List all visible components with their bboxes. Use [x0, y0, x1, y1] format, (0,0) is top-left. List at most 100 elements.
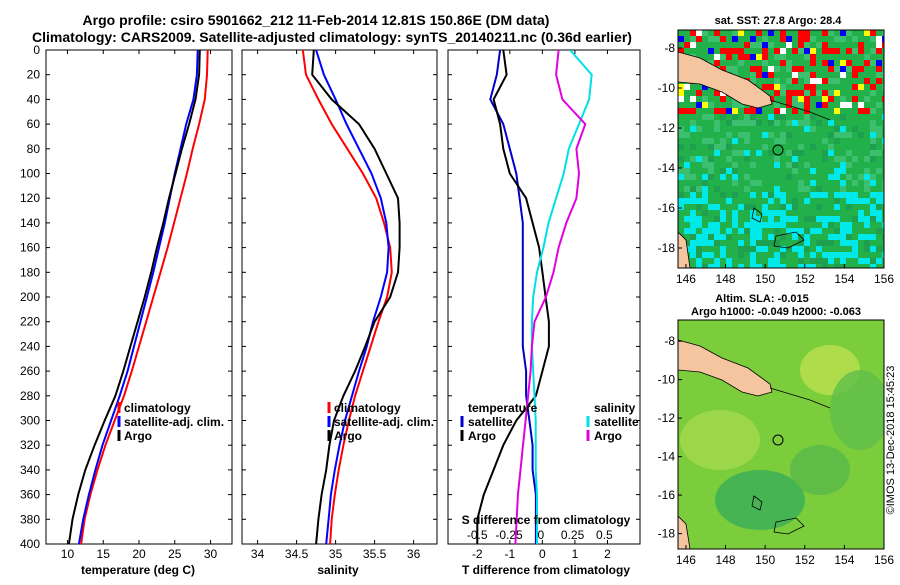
- sst-pixel: [708, 144, 714, 150]
- sst-pixel: [780, 30, 786, 36]
- sst-pixel: [840, 66, 846, 72]
- sst-pixel: [864, 216, 870, 222]
- sst-pixel: [822, 192, 828, 198]
- sst-pixel: [810, 60, 816, 66]
- sst-pixel: [708, 168, 714, 174]
- sst-pixel: [840, 258, 846, 264]
- sst-pixel: [822, 138, 828, 144]
- sst-pixel: [726, 258, 732, 264]
- depth-tick-label: 340: [20, 463, 40, 477]
- sst-pixel: [732, 108, 738, 114]
- temperature-panel-frame: [45, 49, 233, 545]
- sst-pixel: [690, 252, 696, 258]
- sst-pixel: [726, 132, 732, 138]
- depth-tick-label: 400: [20, 537, 40, 551]
- sst-pixel: [714, 228, 720, 234]
- sst-pixel: [774, 138, 780, 144]
- sst-pixel: [708, 204, 714, 210]
- sst-pixel: [840, 102, 846, 108]
- sst-pixel: [708, 222, 714, 228]
- map-lat-label: -14: [658, 161, 676, 175]
- sst-pixel: [804, 228, 810, 234]
- sst-pixel: [690, 108, 696, 114]
- map-lat-label: -18: [658, 527, 676, 541]
- sst-pixel: [828, 150, 834, 156]
- sst-pixel: [882, 114, 884, 120]
- sst-pixel: [696, 102, 702, 108]
- sst-pixel: [876, 48, 882, 54]
- reef-outline: [773, 231, 805, 249]
- sst-pixel: [726, 198, 732, 204]
- x-tick-label: 25: [168, 547, 182, 561]
- sst-pixel: [702, 162, 708, 168]
- sst-pixel: [714, 54, 720, 60]
- depth-tick-label: 200: [20, 290, 40, 304]
- sst-pixel: [798, 66, 804, 72]
- sst-pixel: [720, 216, 726, 222]
- sst-pixel: [822, 258, 828, 264]
- sst-pixel: [792, 150, 798, 156]
- legend-label-argo: Argo: [334, 429, 362, 443]
- sst-pixel: [768, 132, 774, 138]
- sst-pixel: [708, 240, 714, 246]
- sst-pixel: [882, 42, 884, 48]
- sst-pixel: [726, 120, 732, 126]
- sst-pixel: [774, 108, 780, 114]
- sst-pixel: [798, 246, 804, 252]
- sst-pixel: [696, 156, 702, 162]
- legend-label-climatology: climatology: [334, 401, 401, 415]
- sst-pixel: [864, 198, 870, 204]
- depth-tick-label: 140: [20, 216, 40, 230]
- sst-pixel: [690, 36, 696, 42]
- sst-pixel: [768, 198, 774, 204]
- sst-pixel: [684, 228, 690, 234]
- sst-pixel: [882, 30, 884, 36]
- sst-pixel: [852, 36, 858, 42]
- series-line-temperature-argo: [476, 50, 550, 544]
- sla-map: [678, 320, 884, 549]
- sst-pixel: [792, 228, 798, 234]
- sst-pixel: [882, 72, 884, 78]
- sst-pixel: [882, 222, 884, 228]
- sst-pixel: [744, 204, 750, 210]
- sst-pixel: [798, 72, 804, 78]
- sst-pixel: [762, 210, 768, 216]
- sst-pixel: [774, 162, 780, 168]
- sst-pixel: [702, 234, 708, 240]
- sst-pixel: [798, 102, 804, 108]
- sst-pixel: [846, 162, 852, 168]
- sst-pixel: [828, 132, 834, 138]
- sst-pixel: [768, 84, 774, 90]
- sst-pixel: [864, 168, 870, 174]
- reef-outline: [751, 207, 763, 223]
- map-lat-label: -10: [658, 81, 676, 95]
- sst-pixel: [858, 198, 864, 204]
- legend-label-t-satellite: satellite: [468, 415, 513, 429]
- sst-pixel: [696, 186, 702, 192]
- sst-pixel: [858, 132, 864, 138]
- sst-pixel: [882, 198, 884, 204]
- sst-pixel: [780, 216, 786, 222]
- sst-pixel: [726, 264, 732, 268]
- sst-pixel: [804, 36, 810, 42]
- sst-pixel: [810, 144, 816, 150]
- sst-pixel: [834, 192, 840, 198]
- depth-tick-label: 40: [27, 92, 41, 106]
- sst-pixel: [822, 90, 828, 96]
- sst-pixel: [876, 132, 882, 138]
- sst-pixel: [702, 84, 708, 90]
- sst-pixel: [816, 90, 822, 96]
- sst-pixel: [714, 186, 720, 192]
- title-line-2: Climatology: CARS2009. Satellite-adjuste…: [32, 29, 632, 45]
- sst-pixel: [882, 138, 884, 144]
- island-chain-outline: [769, 99, 831, 121]
- sst-pixel: [846, 228, 852, 234]
- sst-pixel: [834, 66, 840, 72]
- sst-pixel: [792, 156, 798, 162]
- sst-pixel: [864, 186, 870, 192]
- depth-tick-label: 0: [33, 43, 40, 57]
- sst-pixel: [774, 264, 780, 268]
- sst-pixel: [750, 36, 756, 42]
- sst-pixel: [774, 156, 780, 162]
- sst-pixel: [828, 234, 834, 240]
